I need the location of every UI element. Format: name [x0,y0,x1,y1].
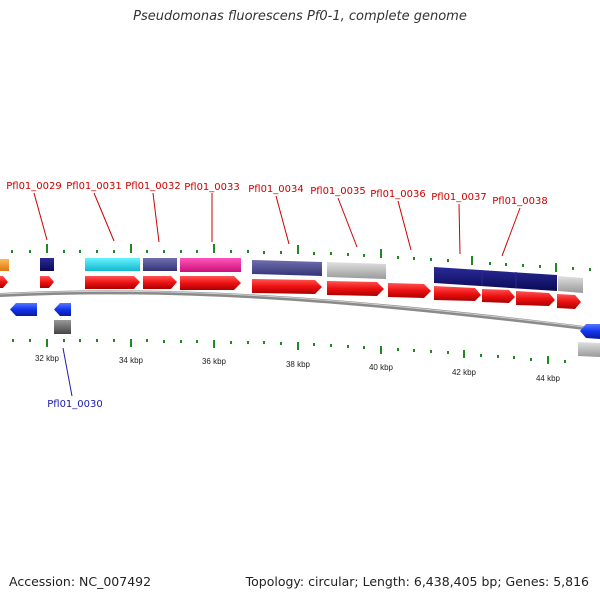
scale-label-40kbp: 40 kbp [369,363,394,372]
gene-arrow-pfl01-0030[interactable] [54,303,71,316]
scale-label-38kbp: 38 kbp [286,360,311,369]
scale-label-32kbp: 32 kbp [35,354,60,363]
genome-backbone [0,290,600,332]
gene-arrow-reverse-right[interactable] [580,324,600,339]
gene-arrow-pfl01-0031[interactable] [85,276,140,289]
gene-arrow-reverse[interactable] [10,303,37,316]
gene-label-pfl01-0035[interactable]: Pfl01_0035 [310,186,366,197]
feature-orange[interactable] [0,259,9,271]
scale-label-34kbp: 34 kbp [119,356,144,365]
feature-pfl01-0030-cog[interactable] [54,320,71,334]
gene-label-pfl01-0031[interactable]: Pfl01_0031 [66,181,122,192]
gene-label-pfl01-0036[interactable]: Pfl01_0036 [370,189,426,200]
gene-label-pfl01-0037[interactable]: Pfl01_0037 [431,192,487,203]
feature-pfl01-0037-cog[interactable] [434,267,557,291]
gene-arrow-pfl01-0037b[interactable] [482,289,515,303]
gene-label-pfl01-0032[interactable]: Pfl01_0032 [125,181,181,192]
genome-summary: Topology: circular; Length: 6,438,405 bp… [245,574,589,589]
gene-label-pfl01-0033[interactable]: Pfl01_0033 [184,182,240,193]
feature-pfl01-0029-cog[interactable] [40,258,54,271]
gene-arrow[interactable] [0,276,8,288]
gene-arrow-pfl01-0038[interactable] [557,294,581,309]
label-leader-pfl01-0030 [62,347,73,397]
feature-pfl01-0034-cog[interactable] [252,260,322,276]
feature-pfl01-0032-cog[interactable] [143,258,177,271]
feature-silver-right[interactable] [578,342,600,357]
cog-track [0,258,583,293]
feature-pfl01-0038-cog[interactable] [558,276,583,293]
gene-arrow-pfl01-0037a[interactable] [434,286,481,301]
accession-label: Accession: NC_007492 [9,574,152,589]
forward-genes [0,276,581,309]
gene-label-pfl01-0030[interactable]: Pfl01_0030 [47,399,103,410]
gene-arrow-pfl01-0035[interactable] [327,281,384,296]
label-leaders [33,192,521,257]
gene-label-pfl01-0034[interactable]: Pfl01_0034 [248,184,304,195]
gene-arrow-pfl01-0029[interactable] [40,276,54,288]
gene-arrow-pfl01-0036[interactable] [388,283,431,298]
reverse-genes [10,303,600,339]
upper-ticks [11,244,591,272]
scale-label-42kbp: 42 kbp [452,368,477,377]
scale-label-44kbp: 44 kbp [536,374,561,383]
feature-pfl01-0031-cog[interactable] [85,258,140,271]
gene-arrow-pfl01-0037c[interactable] [516,291,555,306]
gene-arrow-pfl01-0032[interactable] [143,276,177,289]
map-title: Pseudomonas fluorescens Pf0-1, complete … [133,9,467,24]
lower-ticks [12,339,566,364]
gene-arrow-pfl01-0033[interactable] [180,276,241,290]
scale-label-36kbp: 36 kbp [202,357,227,366]
feature-pfl01-0035-cog[interactable] [327,262,386,279]
gene-label-pfl01-0038[interactable]: Pfl01_0038 [492,196,548,207]
gene-label-pfl01-0029[interactable]: Pfl01_0029 [6,181,62,192]
feature-pfl01-0033-cog[interactable] [180,258,241,272]
gene-arrow-pfl01-0034[interactable] [252,279,322,294]
